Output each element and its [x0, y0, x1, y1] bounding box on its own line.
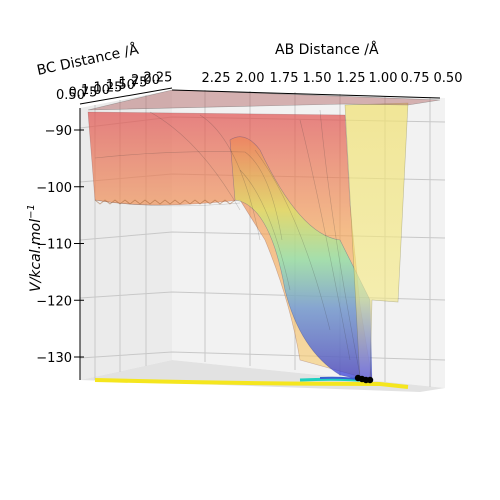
energy-surface [87, 89, 441, 383]
y-tick-label: 1.75 [119, 76, 148, 91]
z-tick-label: −90 [45, 124, 72, 139]
z-tick-label: −120 [36, 294, 72, 309]
x-tick-label: 1.25 [337, 71, 366, 86]
z-tick-label: −100 [36, 181, 72, 196]
y-tick-label: 1.00 [81, 83, 110, 98]
y-tick-label: 1.25 [94, 81, 123, 96]
y-axis-line [79, 87, 173, 105]
z-axis-ticks: −90 −100 −110 −120 −130 [36, 124, 84, 366]
x-axis-line [171, 89, 441, 99]
y-tick-label: 2.25 [144, 71, 173, 86]
z-axis-label-text: V/kcal.mol [28, 219, 44, 292]
y-tick-label: 2.00 [131, 73, 160, 88]
y-tick-label: 0.75 [69, 86, 98, 101]
z-tick-label: −130 [36, 351, 72, 366]
x-tick-label: 0.50 [434, 71, 463, 86]
z-axis-label-exponent: −1 [26, 204, 37, 219]
surface-zigzag-edge [94, 199, 236, 205]
x-tick-label: 0.75 [401, 71, 430, 86]
y-axis-label: BC Distance /Å [35, 41, 140, 79]
x-tick-label: 1.50 [303, 71, 332, 86]
y-tick-label: 1.50 [106, 78, 135, 93]
y-tick-label: 0.50 [56, 88, 85, 103]
x-tick-label: 1.75 [270, 71, 299, 86]
x-axis-ticks: 2.25 2.00 1.75 1.50 1.25 1.00 0.75 0.50 [202, 71, 463, 86]
x-tick-label: 1.00 [369, 71, 398, 86]
x-tick-label: 2.25 [202, 71, 231, 86]
trajectory-point [366, 376, 374, 384]
y-axis-ticks: 0.500.751.001.251.501.752.002.25 [56, 71, 172, 104]
contour-yellow [94, 378, 409, 389]
z-axis-label: V/kcal.mol−1 [26, 204, 44, 292]
x-tick-label: 2.00 [236, 71, 265, 86]
surface-mesh-lines [94, 109, 361, 376]
trajectory [354, 374, 374, 384]
x-axis-label: AB Distance /Å [275, 41, 379, 58]
surface-top-sheet [87, 89, 441, 111]
z-tick-label: −110 [36, 238, 72, 253]
